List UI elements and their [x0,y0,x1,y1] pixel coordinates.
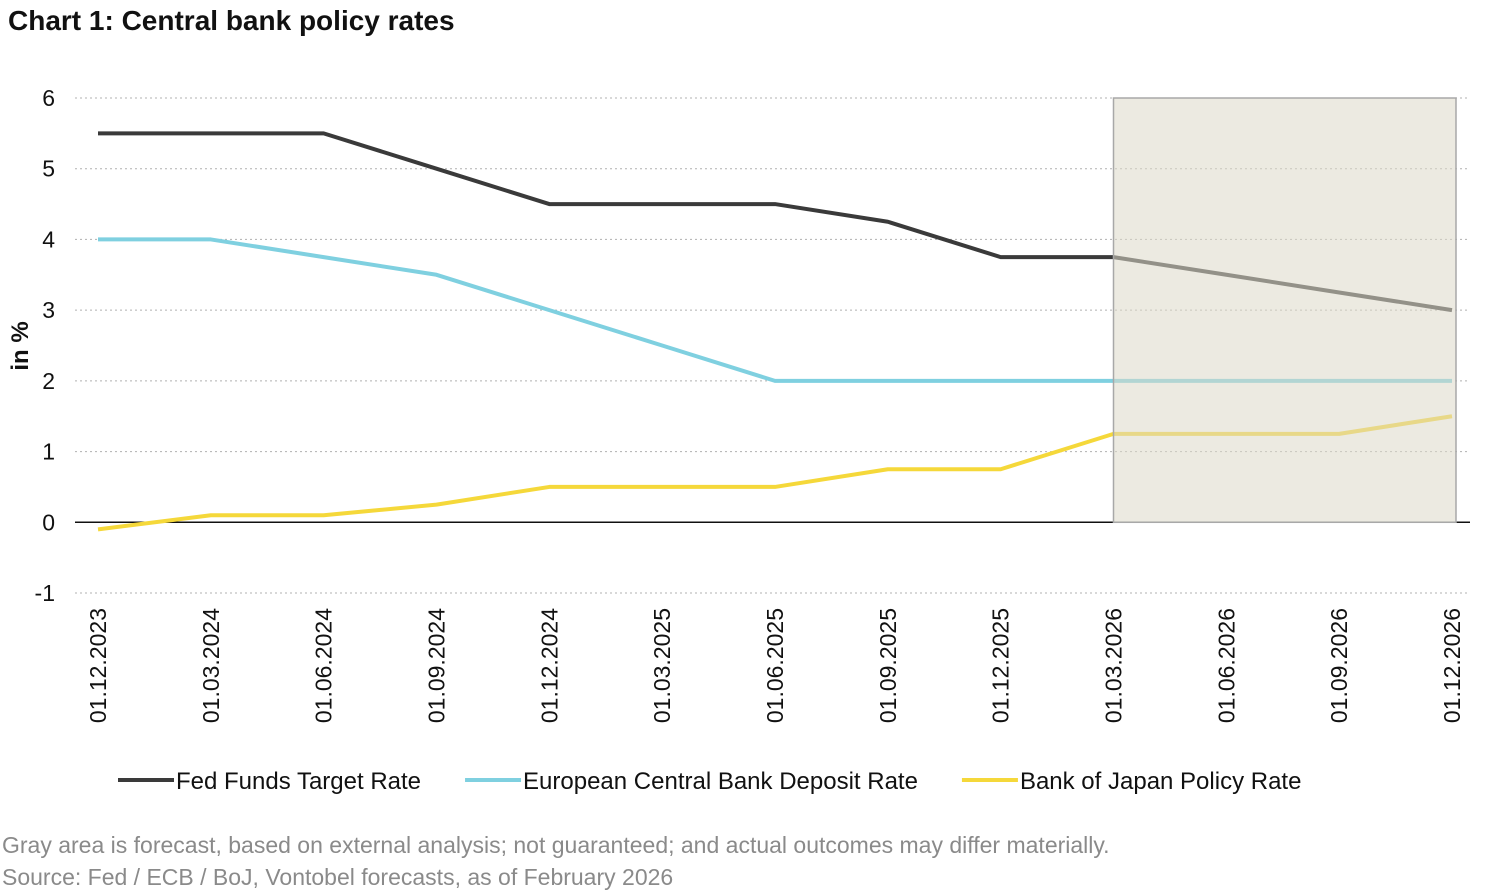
x-tick-label: 01.03.2026 [1101,608,1127,723]
y-tick-label: 5 [42,156,55,182]
x-tick-label: 01.12.2026 [1439,608,1465,723]
y-tick-label: 4 [42,226,55,252]
source: Source: Fed / ECB / BoJ, Vontobel foreca… [2,864,673,890]
y-tick-label: 1 [42,439,55,465]
x-tick-label: 01.06.2026 [1213,608,1239,723]
x-tick-label: 01.09.2025 [875,608,901,723]
y-tick-label: 2 [42,368,55,394]
y-tick-label: 6 [42,85,55,111]
forecast-area [1112,97,1457,524]
x-tick-label: 01.12.2024 [536,608,562,723]
x-tick-label: 01.09.2024 [424,608,450,723]
chart-title: Chart 1: Central bank policy rates [8,5,455,36]
footnote: Gray area is forecast, based on external… [2,832,1110,858]
y-tick-label: 0 [42,509,55,535]
x-tick-label: 01.03.2024 [198,608,224,723]
y-axis-label: in % [7,321,34,370]
x-tick-label: 01.03.2025 [649,608,675,723]
y-tick-label: 3 [42,297,55,323]
legend-label: Bank of Japan Policy Rate [1020,768,1302,795]
x-tick-label: 01.09.2026 [1326,608,1352,723]
x-tick-label: 01.06.2025 [762,608,788,723]
x-tick-label: 01.12.2025 [988,608,1014,723]
legend-label: European Central Bank Deposit Rate [523,768,918,795]
x-tick-label: 01.06.2024 [311,608,337,723]
y-tick-label: -1 [35,580,55,606]
legend-label: Fed Funds Target Rate [176,768,421,795]
x-tick-label: 01.12.2023 [85,608,111,723]
